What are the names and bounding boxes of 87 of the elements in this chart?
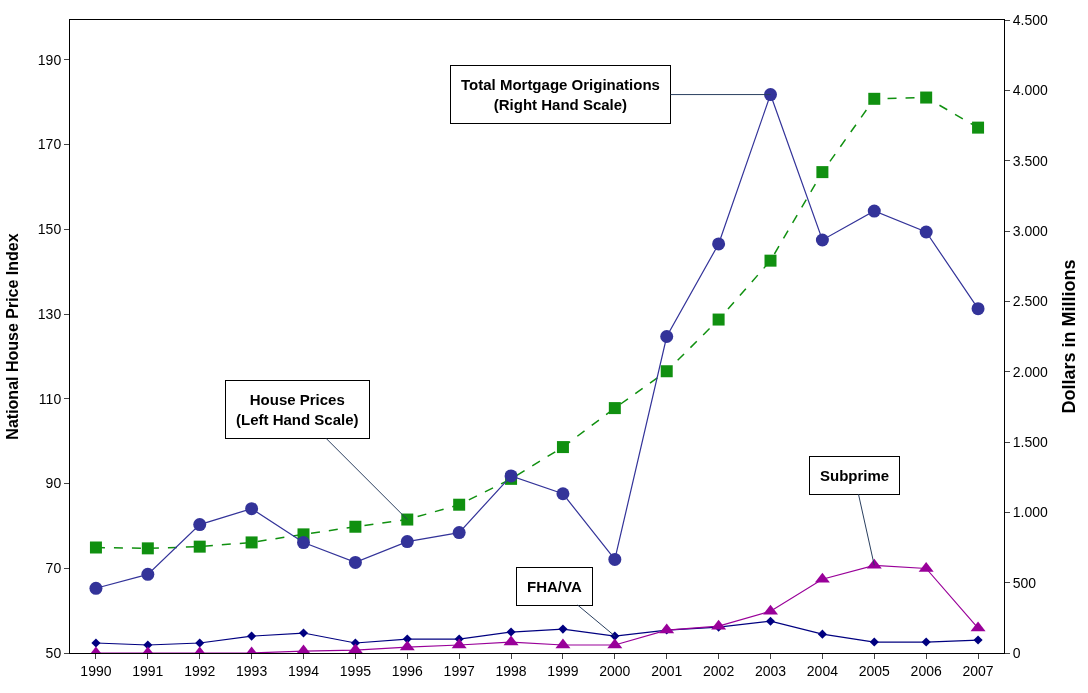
x-tick-label: 2005 [858, 662, 891, 679]
point [141, 542, 154, 555]
x-tick-label: 1992 [184, 662, 216, 679]
point [869, 637, 879, 647]
point [816, 166, 829, 179]
x-tick-label: 1991 [132, 662, 164, 679]
point [712, 237, 726, 251]
point [195, 638, 205, 648]
point [660, 330, 674, 343]
point [815, 233, 829, 247]
annotation: Total Mortgage Originations (Right Hand Scale) [461, 76, 660, 113]
point [868, 92, 881, 105]
point [608, 552, 622, 566]
point [298, 628, 309, 638]
x-tick-label: 2004 [806, 662, 839, 679]
point [972, 121, 985, 134]
point [919, 225, 933, 239]
point [193, 540, 206, 553]
point [765, 616, 776, 626]
annotation: FHA/VA [527, 578, 582, 595]
x-tick-label: 1997 [443, 662, 475, 679]
x-tick-label: 1998 [495, 662, 527, 679]
point [400, 535, 414, 549]
point [245, 536, 258, 549]
point [245, 502, 259, 516]
y2-tick-label: 500 [1012, 574, 1037, 591]
point [193, 518, 207, 532]
y-tick-label: 110 [38, 390, 62, 407]
point [920, 91, 933, 104]
point [506, 627, 516, 637]
y-tick-label: 70 [45, 560, 62, 577]
x-tick-label: 1993 [236, 662, 268, 679]
x-tick-label: 1994 [287, 662, 320, 679]
y-tick-label: 90 [45, 475, 62, 492]
y2-axis-title: Dollars in Millions [1059, 259, 1080, 414]
x-tick-label: 1999 [547, 662, 579, 679]
x-tick-label: 2001 [651, 662, 683, 679]
point [452, 526, 466, 540]
y2-tick-label: 0 [1012, 644, 1021, 661]
point [973, 635, 983, 645]
point [764, 254, 777, 267]
x-tick-label: 2002 [703, 662, 735, 679]
point [89, 541, 102, 554]
y-tick-label: 50 [45, 644, 62, 661]
point [556, 487, 570, 501]
point [867, 204, 881, 218]
y-axis-title: National House Price Index [3, 233, 21, 440]
y2-tick-label: 3.500 [1012, 152, 1049, 169]
x-tick-label: 1990 [80, 662, 112, 679]
y2-tick-label: 2.500 [1012, 293, 1049, 310]
point [921, 637, 931, 647]
y2-tick-label: 3.000 [1012, 222, 1049, 239]
point [247, 631, 257, 641]
point [764, 88, 777, 102]
y-tick-label: 170 [37, 136, 62, 153]
point [91, 638, 101, 648]
point [453, 498, 466, 511]
x-tick-label: 2007 [962, 662, 994, 679]
point [297, 536, 310, 550]
x-tick-label: 2006 [910, 662, 942, 679]
point [401, 513, 414, 526]
x-tick-label: 2003 [754, 662, 787, 679]
point [660, 365, 673, 378]
point [141, 567, 155, 581]
x-tick-label: 1996 [391, 662, 424, 679]
y2-tick-label: 4.000 [1012, 82, 1049, 99]
y-tick-label: 150 [37, 221, 62, 238]
point [712, 313, 725, 326]
annotation: Subprime [820, 467, 890, 484]
point [558, 624, 568, 634]
y-tick-label: 130 [37, 305, 62, 322]
point [89, 581, 103, 595]
y2-tick-label: 1.500 [1012, 433, 1049, 450]
y-tick-label: 190 [37, 51, 62, 68]
point [349, 520, 362, 533]
x-tick-label: 1995 [339, 662, 372, 679]
y2-tick-label: 4.500 [1012, 11, 1049, 28]
point [817, 629, 827, 639]
point [348, 555, 362, 569]
point [556, 441, 569, 454]
point [402, 634, 412, 644]
point [608, 402, 621, 415]
y2-tick-label: 1.000 [1012, 504, 1049, 521]
x-tick-label: 2000 [599, 662, 631, 679]
point [971, 302, 985, 316]
y2-tick-label: 2.000 [1012, 363, 1049, 380]
annotation: House Prices (Left Hand Scale) [236, 391, 359, 428]
